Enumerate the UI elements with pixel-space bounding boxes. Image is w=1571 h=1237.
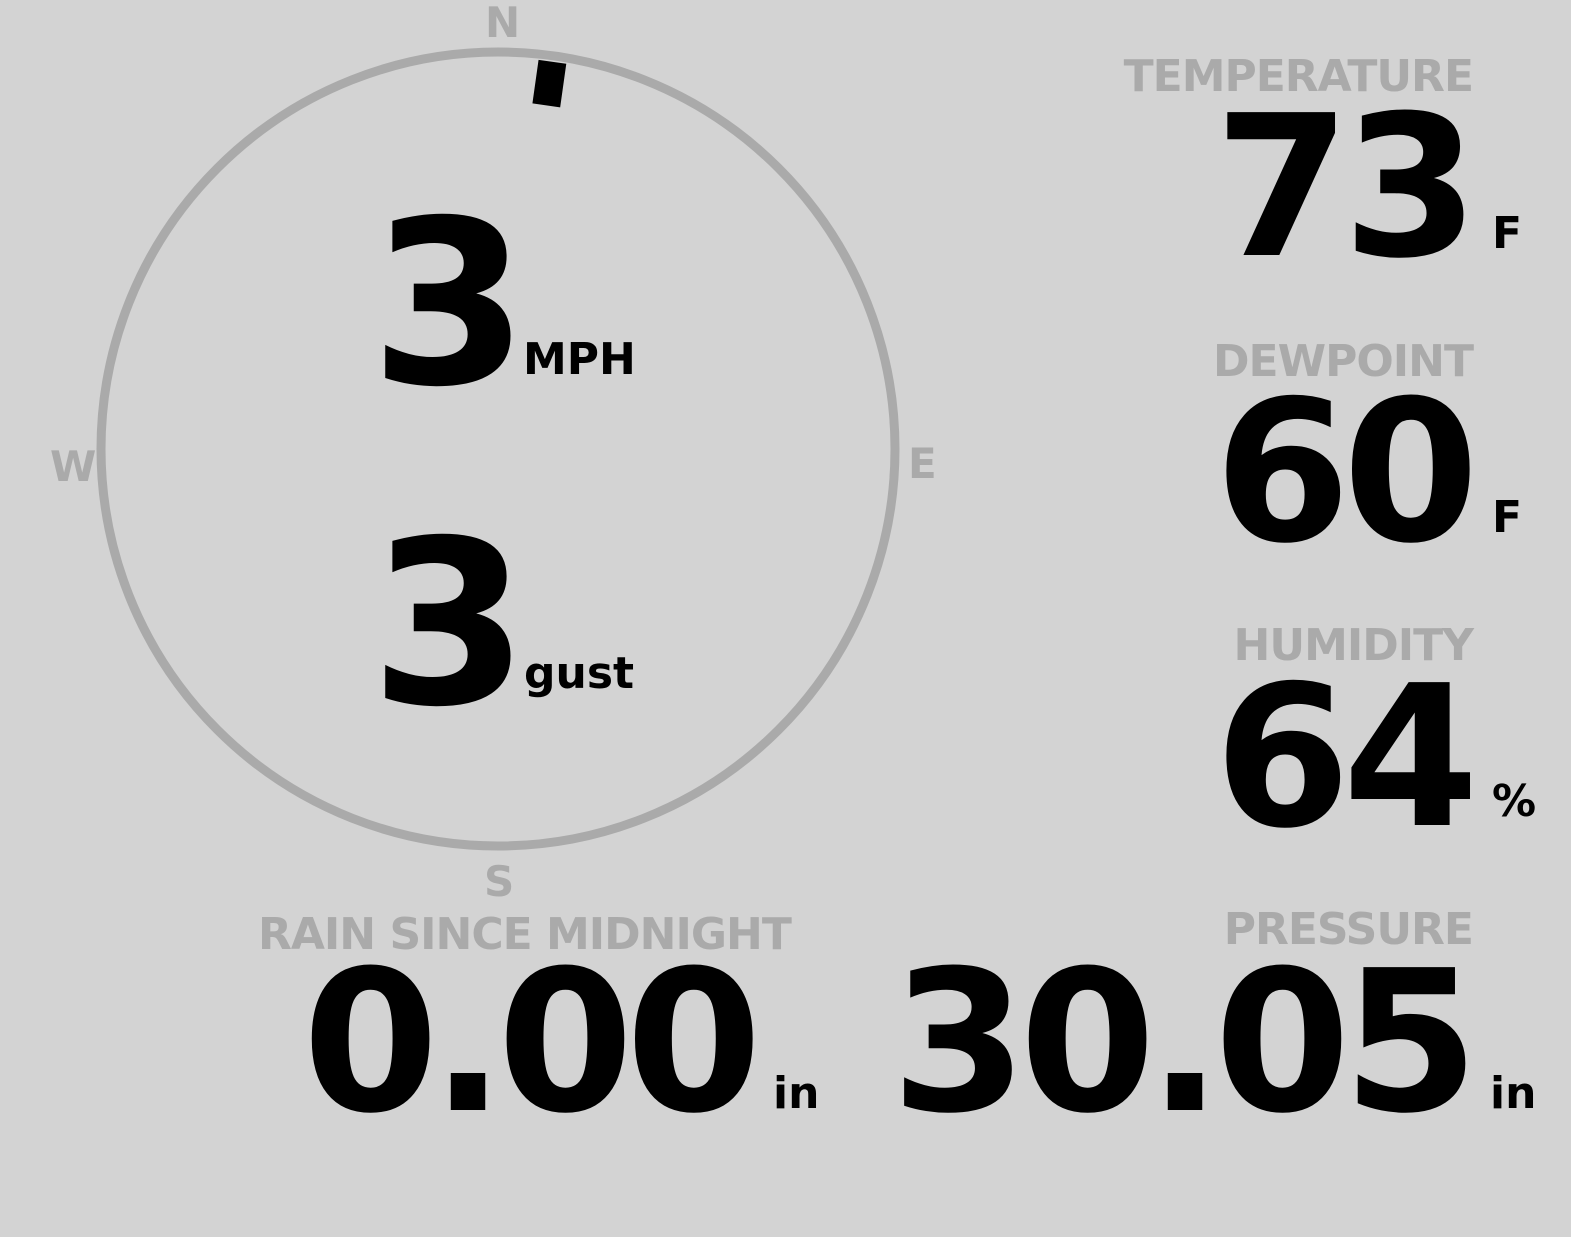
pressure-unit: in [1490, 1068, 1537, 1119]
wind-speed-unit: MPH [523, 334, 636, 385]
rain-value: 0.00 [302, 929, 762, 1157]
humidity-label: HUMIDITY [1233, 620, 1474, 671]
wind-gust-label: gust [524, 648, 635, 699]
compass-south: S [484, 857, 515, 906]
temperature-label: TEMPERATURE [1123, 51, 1474, 102]
humidity-unit: % [1492, 776, 1537, 827]
pressure-label: PRESSURE [1223, 904, 1474, 955]
wind-direction-indicator [532, 59, 567, 108]
compass-north: N [485, 0, 521, 47]
temperature-value: 73 [1214, 74, 1479, 302]
compass-west: W [50, 442, 97, 491]
compass-east: E [908, 439, 937, 488]
compass-ring [96, 47, 900, 851]
pressure-value: 30.05 [891, 929, 1479, 1157]
rain-unit: in [773, 1068, 820, 1119]
wind-speed-value: 3 [370, 171, 529, 437]
dewpoint-unit: F [1492, 492, 1523, 543]
dewpoint-label: DEWPOINT [1213, 336, 1474, 387]
wind-gust-value: 3 [370, 491, 529, 757]
temperature-unit: F [1492, 208, 1523, 259]
wind-direction-marker [532, 59, 567, 108]
rain-label: RAIN SINCE MIDNIGHT [258, 909, 792, 960]
humidity-value: 64 [1214, 644, 1479, 872]
dewpoint-value: 60 [1214, 359, 1479, 587]
wind-compass [96, 47, 900, 851]
